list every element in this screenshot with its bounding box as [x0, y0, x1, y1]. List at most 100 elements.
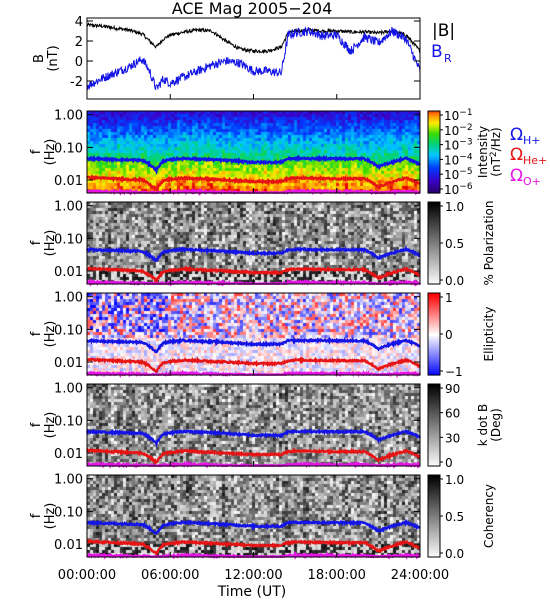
colorbar-step [428, 495, 440, 499]
colorbar-tick-label: 30 [445, 431, 460, 445]
tick-base: 10 [444, 139, 459, 153]
colorbar-step [428, 168, 440, 172]
colorbar-step [428, 321, 440, 325]
colorbar-step [428, 552, 440, 556]
colorbar-step [428, 309, 440, 313]
colorbar-tick-label: 90 [445, 382, 460, 396]
colorbar-step [428, 210, 440, 213]
colorbar-step [428, 145, 440, 149]
x-tick-label: 06:00:00 [141, 568, 199, 583]
tick-exp: −3 [459, 138, 472, 148]
colorbar-step [428, 538, 440, 542]
colorbar-step [428, 479, 440, 482]
unit-end: /Hz) [489, 127, 503, 151]
colorbar-step [428, 331, 440, 335]
colorbar-step [428, 327, 440, 331]
colorbar-step [428, 402, 440, 406]
colorbar-step [428, 240, 440, 244]
y-tick-label: 0 [75, 55, 83, 70]
colorbar-step [428, 216, 440, 219]
y-tick-label: 0.01 [54, 356, 83, 371]
colorbar-step [428, 398, 440, 401]
colorbar-step [428, 301, 440, 304]
colorbar-step [428, 360, 440, 364]
colorbar-step [428, 162, 440, 165]
colorbar-step [428, 323, 440, 327]
series-line-btotal [86, 22, 421, 55]
colorbar-tick-label: −1 [445, 365, 463, 379]
colorbar-step [428, 336, 440, 339]
colorbar-step [428, 503, 440, 507]
colorbar-step [428, 164, 440, 167]
colorbar-tick-label: 0.5 [445, 510, 464, 524]
colorbar-step [428, 524, 440, 527]
colorbar-step [428, 536, 440, 540]
colorbar-step [428, 481, 440, 484]
colorbar-step [428, 315, 440, 319]
colorbar-step [428, 269, 440, 273]
gyro-sym: Ω [510, 125, 523, 145]
colorbar-step [428, 232, 440, 236]
colorbar-tick-label: 0.0 [445, 547, 464, 561]
colorbar-step [428, 548, 440, 552]
colorbar-step [428, 534, 440, 538]
colorbar-step [428, 441, 440, 445]
colorbar-step [428, 180, 440, 184]
colorbar-step [428, 348, 440, 351]
y-tick-label: 0.01 [54, 265, 83, 280]
gyro-sub: O+ [523, 175, 541, 188]
colorbar-step [428, 188, 440, 192]
colorbar-step [428, 511, 440, 515]
colorbar-step [428, 137, 440, 141]
colorbar-step [428, 475, 440, 478]
colorbar-tick-label: 10−4 [444, 152, 473, 167]
colorbar-unit: (nT2/Hz) [489, 127, 503, 176]
colorbar-step [428, 396, 440, 399]
colorbar-step [428, 154, 440, 157]
colorbar-step [428, 509, 440, 513]
tick-base: 10 [444, 153, 459, 167]
colorbar-step [428, 404, 440, 408]
colorbar-tick-label: 0.5 [445, 237, 464, 251]
colorbar-step [428, 113, 440, 116]
colorbar-step [428, 513, 440, 517]
colorbar-step [428, 263, 440, 267]
colorbar-frame [427, 383, 441, 467]
colorbar-step [428, 422, 440, 426]
colorbar-step [428, 305, 440, 308]
kdotb-panel: 1.00 0.10 0.01 f (Hz) 90 60 30 0 k dot B (Deg) [29, 382, 503, 470]
colorbar-step [428, 133, 440, 137]
colorbar-step [428, 139, 440, 143]
kdotb-colorbar: 90 60 30 0 k dot B (Deg) [427, 382, 503, 470]
colorbar-step [428, 344, 440, 347]
y-axis-label: (nT) [46, 45, 61, 71]
colorbar-step [428, 493, 440, 497]
colorbar-title: % Polarization [482, 201, 496, 286]
colorbar-step [428, 208, 440, 211]
legend-btotal: |B| [432, 21, 455, 41]
y-axis-label: B [32, 54, 47, 63]
colorbar-step [428, 427, 440, 430]
colorbar-step [428, 412, 440, 416]
colorbar-step [428, 354, 440, 358]
colorbar-step [428, 372, 440, 376]
colorbar-step [428, 340, 440, 343]
colorbar-step [428, 386, 440, 389]
colorbar-step [428, 520, 440, 523]
tick-exp: −5 [459, 167, 472, 177]
colorbar-step [428, 228, 440, 232]
colorbar-step [428, 222, 440, 226]
colorbar-tick-label: 10−3 [444, 138, 473, 153]
y-tick-label: 1.00 [54, 382, 83, 397]
y-tick-label: 4 [75, 15, 83, 30]
colorbar-step [428, 170, 440, 174]
y-tick-label: 0.01 [54, 174, 83, 189]
colorbar-step [428, 317, 440, 321]
x-axis: 00:00:00 06:00:00 12:00:00 18:00:00 24:00:00 [58, 94, 449, 583]
gyro-line-he [85, 447, 421, 466]
colorbar-step [428, 425, 440, 428]
colorbar-step [428, 400, 440, 404]
gyro-legend-o: ΩO+ [510, 166, 541, 188]
colorbar-step [428, 447, 440, 451]
